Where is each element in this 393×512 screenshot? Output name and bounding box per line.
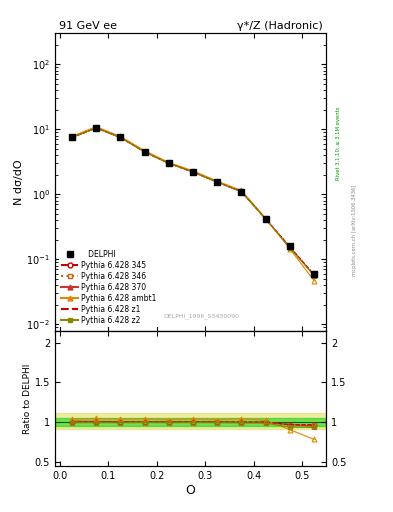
Text: mcplots.cern.ch [arXiv:1306.3436]: mcplots.cern.ch [arXiv:1306.3436]: [352, 185, 357, 276]
Bar: [55, 413, 326, 429]
Bar: [55, 418, 326, 426]
Text: γ*/Z (Hadronic): γ*/Z (Hadronic): [237, 20, 322, 31]
Text: Rivet 3.1.10; ≥ 3.1M events: Rivet 3.1.10; ≥ 3.1M events: [336, 106, 341, 180]
Y-axis label: N dσ/dO: N dσ/dO: [13, 159, 24, 205]
X-axis label: O: O: [185, 483, 196, 497]
Text: 91 GeV ee: 91 GeV ee: [59, 20, 117, 31]
Y-axis label: Ratio to DELPHI: Ratio to DELPHI: [23, 363, 32, 434]
Text: DELPHI_1996_S3430090: DELPHI_1996_S3430090: [163, 313, 239, 319]
Legend:    DELPHI, Pythia 6.428 345, Pythia 6.428 346, Pythia 6.428 370, Pythia 6.428 am: DELPHI, Pythia 6.428 345, Pythia 6.428 3…: [59, 248, 159, 327]
